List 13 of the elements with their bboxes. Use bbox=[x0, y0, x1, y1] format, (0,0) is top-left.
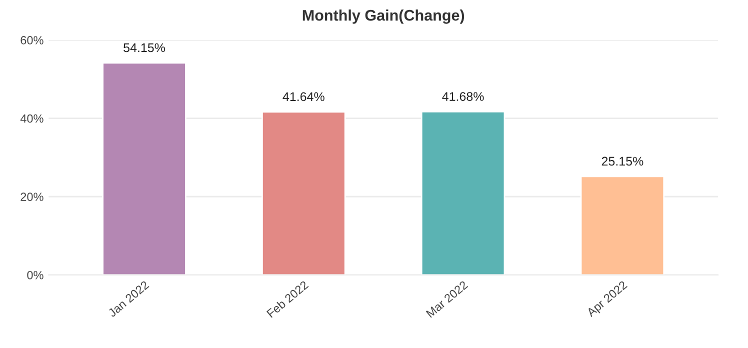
data-label: 41.64% bbox=[282, 92, 324, 102]
bar bbox=[580, 176, 665, 275]
y-tick-label: 60% bbox=[20, 36, 44, 44]
chart-title: Monthly Gain(Change) bbox=[302, 10, 464, 24]
data-label: 54.15% bbox=[124, 43, 166, 52]
data-label: 25.15% bbox=[602, 156, 644, 166]
y-tick-label: 0% bbox=[27, 270, 44, 280]
y-tick-label: 20% bbox=[20, 192, 44, 202]
bar bbox=[262, 111, 346, 275]
bar bbox=[420, 111, 506, 275]
y-tick-label: 40% bbox=[20, 114, 44, 123]
bar bbox=[102, 62, 186, 275]
data-label: 41.68% bbox=[442, 92, 484, 101]
